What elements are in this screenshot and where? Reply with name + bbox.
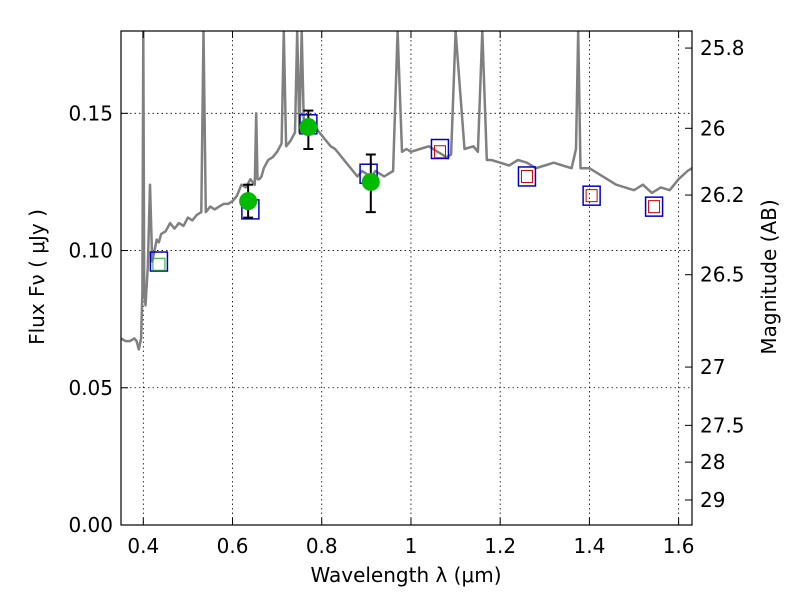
spectrum-line xyxy=(121,31,692,351)
ticks: 0.4 0.6 0.8 1 1.2 1.4 1.6 0.00 0.05 0.10 0.15 25.8 2… xyxy=(68,31,745,558)
observed-point xyxy=(361,172,380,191)
x-tick-label: 1.6 xyxy=(663,534,695,558)
observed-point xyxy=(299,118,318,137)
inner-square xyxy=(433,145,446,159)
x-axis-label: Wavelength λ (μm) xyxy=(310,563,501,587)
x-tick-label: 0.4 xyxy=(127,534,159,558)
model-square xyxy=(517,166,537,187)
x-tick-label: 0.8 xyxy=(306,534,338,558)
y2-axis-label: Magnitude (AB) xyxy=(757,199,781,354)
y-tick-label: 0.00 xyxy=(68,513,113,537)
plot-frame xyxy=(120,30,693,526)
inner-square xyxy=(648,200,661,214)
model-square xyxy=(582,185,601,206)
y-tick-label: 0.10 xyxy=(68,239,113,263)
model-square xyxy=(644,196,664,217)
observed-point xyxy=(239,192,258,211)
y-tick-label: 0.05 xyxy=(68,376,113,400)
x-tick-label: 1 xyxy=(405,534,418,558)
y-tick-label: 0.15 xyxy=(68,101,113,125)
plot-area xyxy=(121,31,692,351)
y2-tick-label: 26.2 xyxy=(700,183,745,207)
grid xyxy=(121,31,692,526)
y2-tick-label: 26 xyxy=(700,116,725,140)
x-tick-label: 0.6 xyxy=(217,534,249,558)
plot-content xyxy=(121,31,692,351)
y2-tick-label: 26.5 xyxy=(700,263,745,287)
inner-green-square xyxy=(152,257,166,271)
y2-tick-label: 29 xyxy=(700,488,725,512)
model-square xyxy=(149,251,169,272)
y2-tick-label: 27.5 xyxy=(700,413,745,437)
inner-square xyxy=(520,169,533,183)
y2-tick-label: 28 xyxy=(700,450,725,474)
model-square xyxy=(430,138,450,160)
x-tick-label: 1.2 xyxy=(484,534,516,558)
y2-tick-label: 27 xyxy=(700,355,725,379)
y-axis-label: Flux Fν ( μJy ) xyxy=(25,209,49,345)
y2-tick-label: 25.8 xyxy=(700,36,745,60)
x-tick-label: 1.4 xyxy=(573,534,605,558)
inner-square xyxy=(585,189,598,203)
